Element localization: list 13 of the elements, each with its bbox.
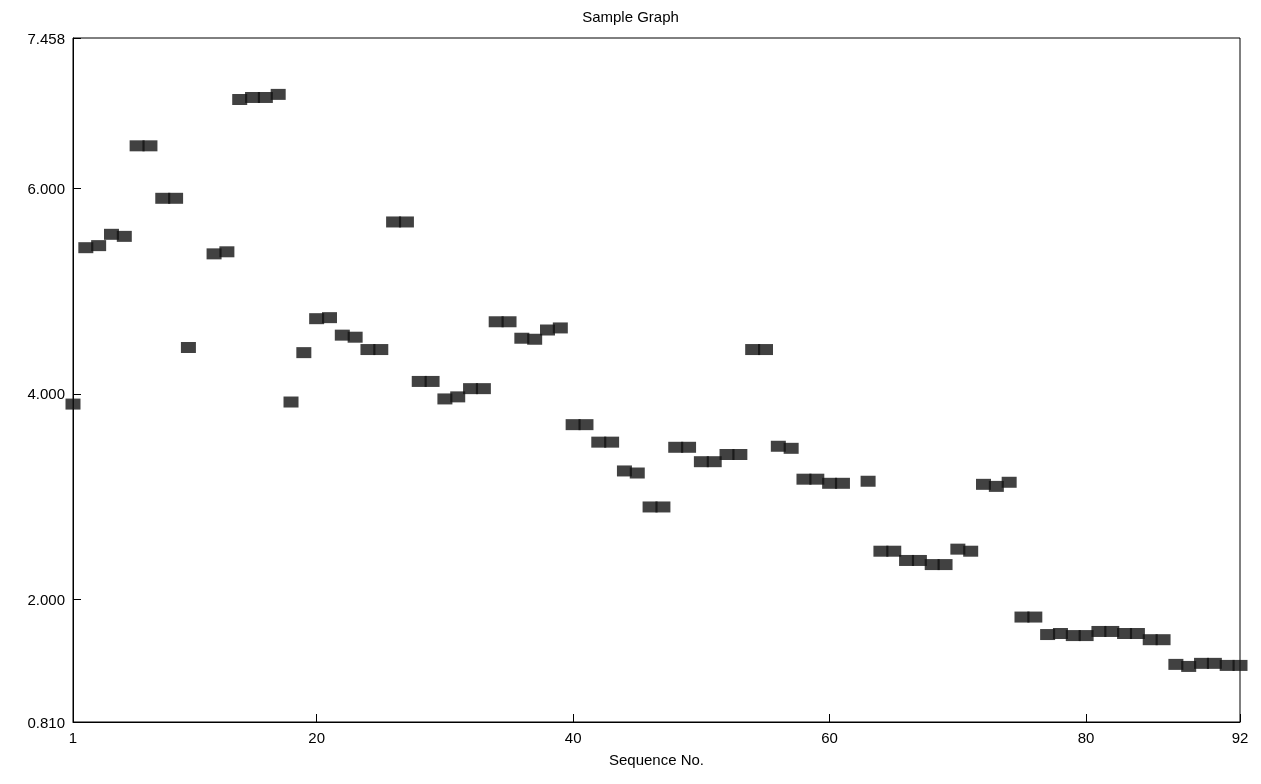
x-tick-label: 40 <box>564 729 582 746</box>
x-tick-label: 92 <box>1231 729 1249 746</box>
y-tick-label: 0.810 <box>27 713 65 731</box>
x-tick-label: 1 <box>68 729 78 746</box>
x-tick-label: 20 <box>308 729 325 746</box>
y-tick-label: 7.458 <box>27 29 65 47</box>
y-tick-label: 2.000 <box>27 591 65 609</box>
x-axis-title: Sequence No. <box>608 751 705 768</box>
y-tick-label: 4.000 <box>27 385 65 403</box>
x-tick-label: 80 <box>1077 729 1095 746</box>
y-tick-label: 6.000 <box>27 179 65 197</box>
chart-title: Sample Graph <box>582 8 679 25</box>
x-tick-label: 60 <box>821 729 838 746</box>
